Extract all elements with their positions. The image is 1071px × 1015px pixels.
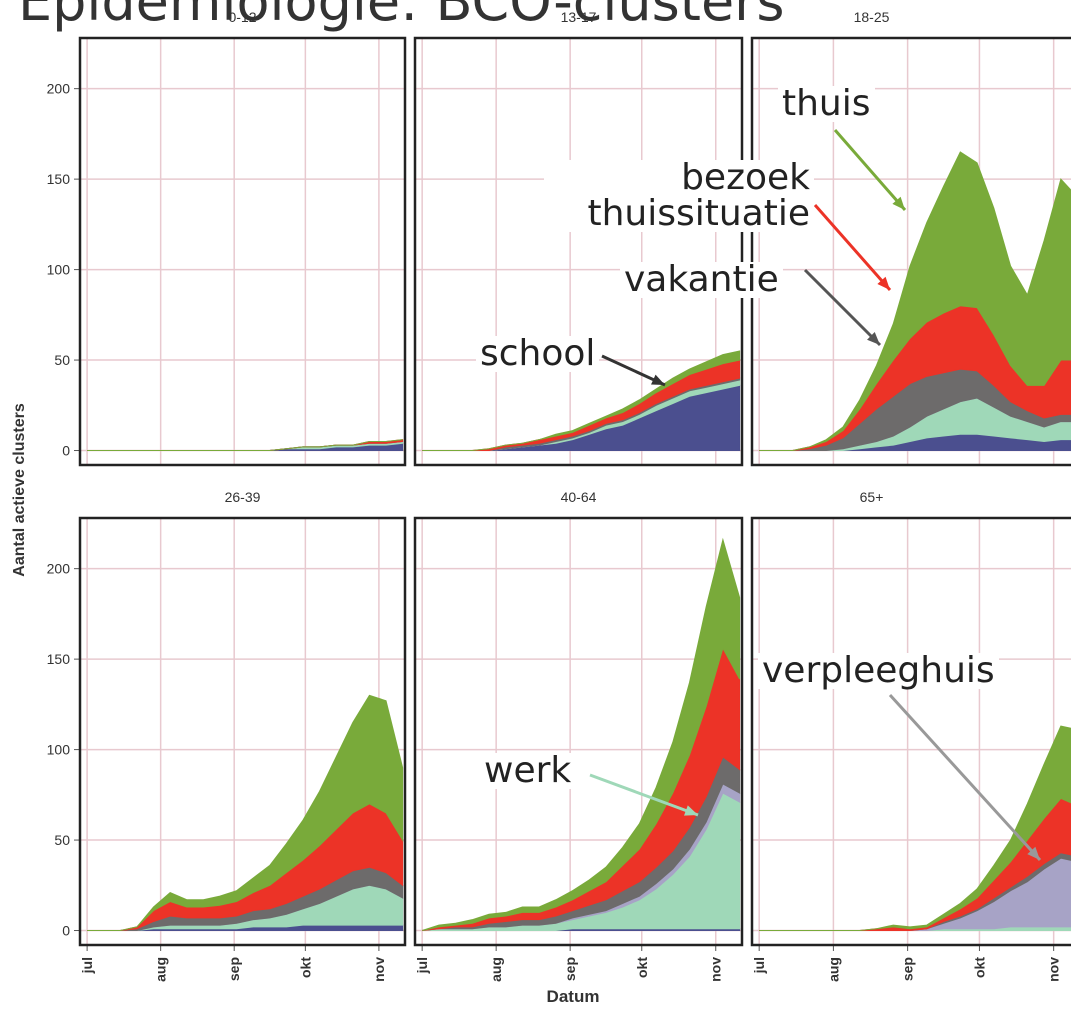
x-tick-label: nov (1046, 957, 1062, 982)
panel-title: 18-25 (854, 9, 890, 25)
area (422, 537, 741, 932)
panel-title: 65+ (860, 489, 884, 505)
y-tick-label: 200 (47, 81, 71, 97)
x-tick-label: jul (79, 957, 95, 974)
y-tick-label: 0 (62, 443, 70, 459)
area (759, 151, 1071, 452)
x-tick-label: aug (488, 957, 504, 982)
y-tick-label: 0 (62, 923, 70, 939)
panel-frame (750, 36, 1071, 467)
panel-frame (78, 516, 407, 947)
panel (752, 38, 1071, 465)
annotation-arrowhead (877, 276, 890, 290)
annotation-arrowhead (892, 196, 905, 210)
panel-frame (413, 516, 744, 947)
x-tick-label: nov (708, 957, 724, 982)
y-tick-label: 100 (47, 262, 71, 278)
annotation-arrowhead (684, 805, 698, 816)
x-tick-label: okt (297, 957, 313, 978)
x-tick-label: sep (562, 957, 578, 981)
y-tick-label: 150 (47, 171, 71, 187)
annotation-arrowhead (651, 374, 665, 385)
panel-title: 26-39 (225, 489, 261, 505)
x-tick-label: jul (414, 957, 430, 974)
area (422, 350, 741, 452)
x-tick-label: sep (226, 957, 242, 981)
annotation-arrow (813, 204, 892, 291)
x-axis-label: Datum (547, 987, 600, 1006)
x-tick-label: jul (751, 957, 767, 974)
y-tick-label: 200 (47, 561, 71, 577)
panel-title: 40-64 (561, 489, 597, 505)
annotation: bezoek thuissituatie (544, 160, 814, 232)
panel-frame (413, 36, 744, 467)
area (87, 694, 404, 932)
panel-title: 13-17 (561, 9, 597, 25)
x-tick-label: nov (371, 957, 387, 982)
annotation: werk (480, 753, 576, 789)
y-axis-label: Aantal actieve clusters (11, 403, 28, 577)
page-title: Epidemiologie: BCO-clusters (18, 0, 785, 33)
annotation: verpleeghuis (758, 653, 999, 689)
annotation-arrow (888, 693, 1042, 862)
panel (80, 518, 405, 945)
annotation: vakantie (620, 262, 783, 298)
panel (415, 518, 742, 945)
panel-background (80, 38, 405, 465)
annotation-arrowhead (1027, 846, 1040, 860)
panel-frame (750, 516, 1071, 947)
x-tick-label: okt (634, 957, 650, 978)
y-tick-label: 50 (54, 352, 70, 368)
x-tick-label: okt (971, 957, 987, 978)
annotation: school (476, 336, 600, 372)
annotation-arrow (833, 129, 907, 211)
panel (80, 38, 405, 465)
x-tick-label: aug (153, 957, 169, 982)
annotation-arrowhead (867, 332, 880, 345)
y-tick-label: 150 (47, 651, 71, 667)
annotation-arrow (803, 268, 882, 347)
annotation: thuis (778, 86, 875, 122)
x-tick-label: sep (900, 957, 916, 981)
y-tick-label: 100 (47, 742, 71, 758)
panel-title: 0-12 (228, 9, 256, 25)
y-tick-label: 50 (54, 832, 70, 848)
panel-frame (78, 36, 407, 467)
panel (752, 518, 1071, 945)
panel (415, 38, 742, 465)
area (759, 725, 1071, 932)
annotation-arrow (589, 773, 699, 817)
x-tick-label: aug (825, 957, 841, 982)
